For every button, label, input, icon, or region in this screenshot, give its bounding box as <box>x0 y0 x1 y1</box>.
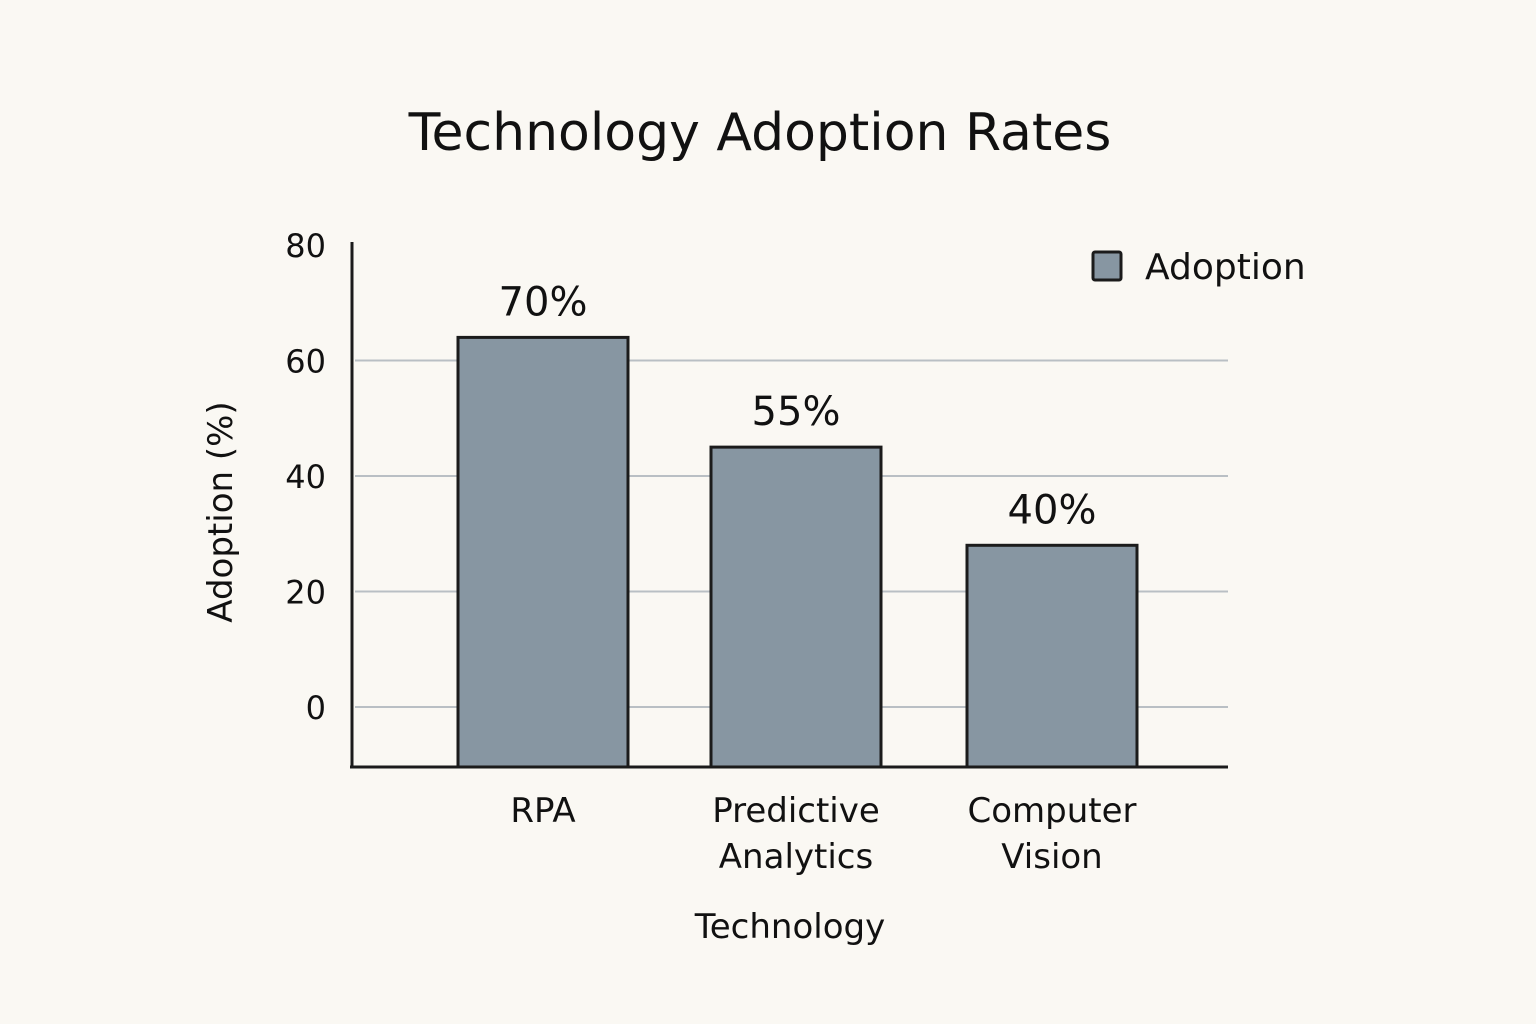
y-tick-label: 80 <box>285 227 326 265</box>
x-axis-title: Technology <box>694 907 885 947</box>
bar <box>456 335 630 769</box>
category-label: Computer Vision <box>967 791 1136 877</box>
bar <box>709 445 883 769</box>
legend-label: Adoption <box>1145 247 1306 288</box>
x-axis-categories: RPA Predictive Analytics Computer Vision <box>510 791 1136 877</box>
chart-title: Technology Adoption Rates <box>408 103 1112 163</box>
y-tick-label: 40 <box>285 458 326 496</box>
data-labels: 70% 55% 40% <box>499 279 1097 533</box>
y-tick-label: 60 <box>285 343 326 381</box>
data-label: 40% <box>1008 487 1097 533</box>
data-label: 55% <box>752 389 841 435</box>
legend: Adoption <box>1091 247 1306 288</box>
category-label: RPA <box>510 791 575 831</box>
y-tick-label: 20 <box>285 574 326 612</box>
y-tick-label: 0 <box>306 689 326 727</box>
category-label: Predictive Analytics <box>712 791 880 877</box>
legend-swatch <box>1091 250 1123 282</box>
y-axis-title: Adoption (%) <box>201 401 241 622</box>
bar <box>965 543 1139 769</box>
data-label: 70% <box>499 279 588 325</box>
y-axis-ticks: 0 20 40 60 80 <box>285 227 326 727</box>
